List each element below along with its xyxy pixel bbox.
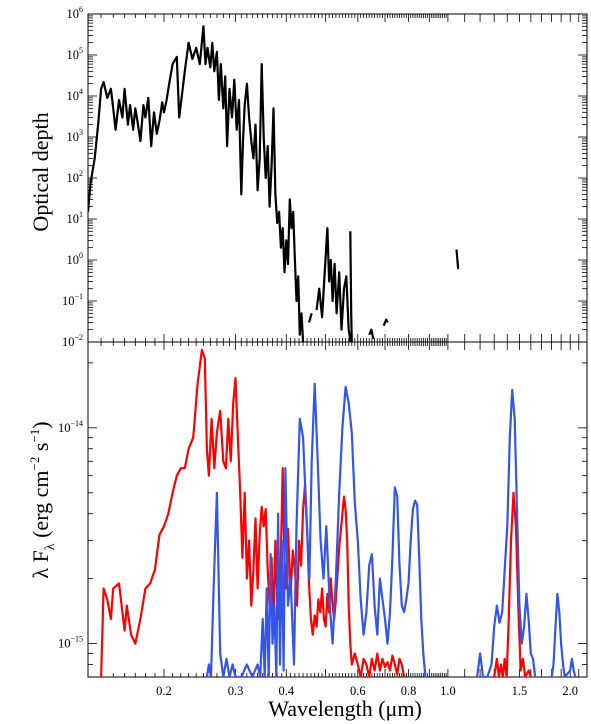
blue-flux-line [476, 388, 537, 677]
blue-flux-line [550, 592, 577, 677]
y-tick-label: 105 [67, 46, 84, 62]
optical-depth-line-segment [349, 231, 353, 342]
y-axis-label-optical-depth: Optical depth [28, 112, 53, 231]
y-tick-label: 10−2 [62, 333, 83, 349]
x-tick-label: 1.0 [440, 684, 456, 698]
optical-depth-line-segment [382, 318, 389, 327]
x-tick-label: 0.2 [156, 684, 172, 698]
y-axis-label-flux: λ Fλ (erg cm−2 s−1) [27, 421, 58, 578]
optical-depth-line-segment [88, 25, 305, 342]
blue-flux-line [205, 382, 427, 677]
x-axis-label: Wavelength (μm) [268, 696, 422, 721]
y-tick-label: 103 [67, 128, 84, 144]
y-tick-label: 10−1 [62, 292, 83, 308]
y-tick-label: 102 [67, 169, 84, 185]
y-tick-label: 101 [67, 210, 84, 226]
y-tick-label: 10−15 [58, 635, 83, 651]
x-tick-label: 2.0 [562, 684, 578, 698]
x-tick-label: 0.4 [278, 684, 294, 698]
x-tick-label: 0.6 [350, 684, 366, 698]
x-tick-label: 0.3 [228, 684, 244, 698]
optical-depth-line-segment [315, 227, 352, 342]
y-tick-label: 100 [67, 251, 84, 267]
optical-depth-line-segment [307, 312, 313, 323]
optical-depth-line-segment [455, 249, 460, 270]
x-tick-label: 0.8 [401, 684, 417, 698]
y-tick-label: 106 [67, 5, 84, 21]
optical-depth-line-segment [368, 328, 375, 340]
flux-panel: 10−14 10−15 0.2 0.3 0.4 0.6 0.8 1.0 1.5 2.0 [58, 341, 588, 698]
x-tick-label: 1.5 [512, 684, 528, 698]
bottom-plot-frame [87, 341, 588, 678]
y-tick-label: 10−14 [58, 419, 83, 435]
optical-depth-panel: 106 105 104 103 102 101 100 10−1 10−2 [62, 5, 588, 349]
red-flux-line [493, 491, 532, 677]
y-tick-label: 104 [67, 87, 84, 103]
